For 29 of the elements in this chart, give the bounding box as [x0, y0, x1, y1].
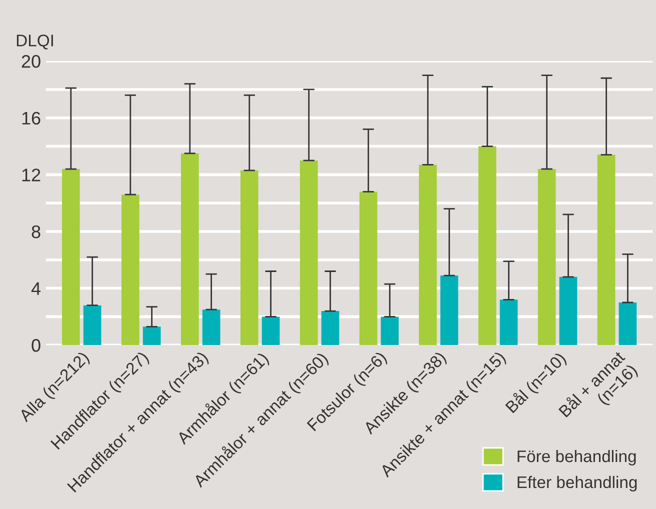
- bar: [418, 164, 437, 346]
- bar: [500, 300, 518, 346]
- bar: [478, 146, 496, 346]
- y-tick-label: 16: [22, 112, 40, 125]
- bar: [262, 316, 280, 346]
- bar: [180, 153, 199, 346]
- bar: [380, 316, 399, 346]
- y-tick-label: 8: [32, 225, 40, 238]
- bar: [440, 276, 458, 346]
- y-tick-label: 4: [31, 282, 41, 295]
- bar: [300, 160, 318, 346]
- y-axis-title: DLQI: [16, 34, 53, 50]
- bar: [62, 169, 80, 346]
- y-tick-label: 12: [22, 168, 40, 182]
- bar: [202, 310, 220, 346]
- bar: [240, 170, 258, 346]
- legend-label: Före behandling: [518, 450, 636, 466]
- y-tick-label: 20: [22, 55, 40, 68]
- bar: [618, 302, 637, 346]
- bar: [597, 154, 616, 346]
- bar: [559, 276, 578, 346]
- bar: [142, 326, 161, 346]
- legend-label: Efter behandling: [518, 476, 637, 492]
- bar: [538, 169, 556, 346]
- bar: [121, 194, 140, 346]
- bar: [359, 192, 378, 346]
- y-tick-label: 0: [32, 339, 40, 352]
- bar: [83, 305, 102, 346]
- bar: [321, 311, 340, 346]
